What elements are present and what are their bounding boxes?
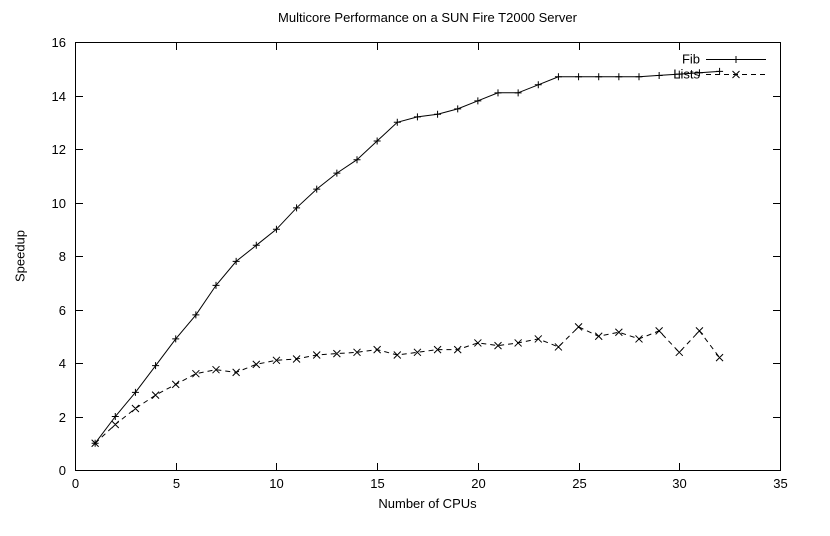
legend-label-fib: Fib [682,52,700,67]
x-tick-label: 15 [370,476,384,491]
x-tick-label: 0 [72,476,79,491]
x-tick-label: 25 [572,476,586,491]
y-tick-label: 0 [59,463,66,478]
legend-marker-sample [732,70,740,79]
series-markers-lists [91,323,724,448]
plot-border [75,42,781,471]
y-tick-label: 16 [52,35,66,50]
y-tick-label: 4 [59,356,66,371]
y-tick-label: 2 [59,410,66,425]
x-tick-label: 30 [672,476,686,491]
y-tick-label: 14 [52,89,66,104]
x-tick-label: 20 [471,476,485,491]
series-line-fib [94,70,720,444]
x-axis-label: Number of CPUs [378,496,477,511]
y-tick-label: 8 [59,249,66,264]
y-tick-label: 6 [59,303,66,318]
x-tick-label: 35 [773,476,787,491]
x-tick-label: 5 [173,476,180,491]
x-tick-label: 10 [269,476,283,491]
legend-marker-sample [732,56,740,63]
chart-title: Multicore Performance on a SUN Fire T200… [278,10,577,25]
y-tick-label: 12 [52,142,66,157]
legend-label-lists: Lists [673,67,700,82]
series-line-lists [94,326,720,444]
y-tick-label: 10 [52,196,66,211]
series-markers-fib [91,67,724,447]
